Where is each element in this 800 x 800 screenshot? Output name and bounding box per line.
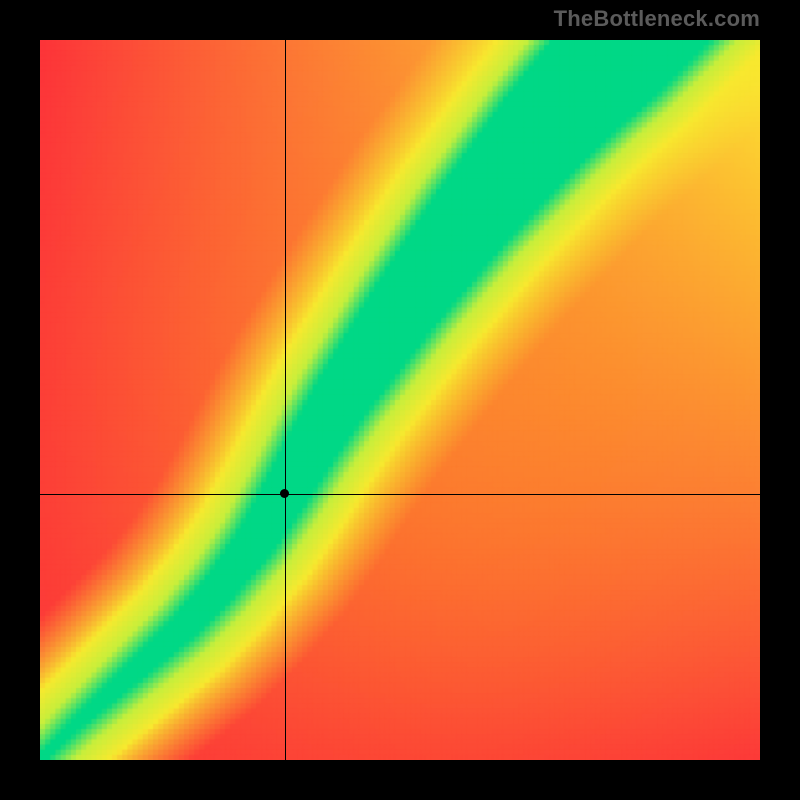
chart-container: TheBottleneck.com [0, 0, 800, 800]
watermark-text: TheBottleneck.com [554, 6, 760, 32]
heatmap-canvas [40, 40, 760, 760]
